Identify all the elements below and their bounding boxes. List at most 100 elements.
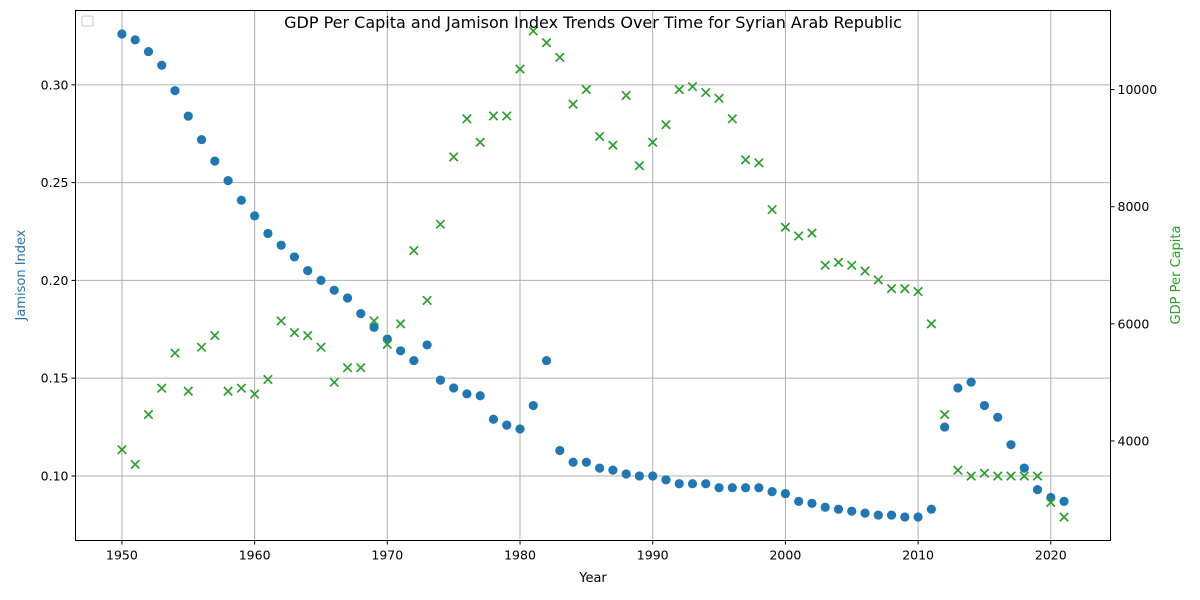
- gdp-per-capita-point: [196, 342, 207, 353]
- jamison-index-point: [395, 346, 406, 356]
- gdp-per-capita-point: [409, 245, 419, 256]
- y-left-tick-label: 0.25: [41, 175, 69, 190]
- gdp-per-capita-point: [435, 219, 446, 230]
- gdp-per-capita-point: [992, 471, 1003, 481]
- gdp-per-capita-point: [395, 319, 406, 329]
- y-right-tick-label: 10000: [1118, 82, 1158, 97]
- jamison-index-point: [488, 414, 499, 424]
- jamison-index-point: [475, 391, 485, 401]
- jamison-index-point: [342, 293, 353, 303]
- gdp-per-capita-point: [289, 327, 300, 338]
- axes-layer: 1950 1960 1970 1980 1990 2000 2010 2020 0.10 0.15…: [41, 10, 1158, 563]
- jamison-index-point: [1059, 496, 1069, 506]
- gdp-per-capita-point: [1019, 471, 1030, 481]
- gdp-per-capita-point: [661, 119, 671, 130]
- jamison-index-point: [289, 252, 300, 262]
- jamison-index-point: [807, 498, 817, 508]
- jamison-index-point: [515, 424, 525, 434]
- jamison-index-point: [316, 275, 326, 285]
- gdp-per-capita-point: [183, 386, 194, 396]
- jamison-index-point: [568, 457, 578, 467]
- gdp-per-capita-point: [767, 204, 777, 215]
- jamison-index-point: [449, 383, 459, 393]
- jamison-index-point: [502, 420, 512, 430]
- gdp-per-capita-point: [846, 260, 857, 271]
- jamison-index-point: [701, 479, 711, 489]
- gdp-per-capita-point: [170, 348, 180, 358]
- y-left-tick-label: 0.30: [41, 77, 69, 92]
- gdp-per-capita-point: [820, 260, 831, 271]
- jamison-index-point: [462, 389, 472, 399]
- jamison-index-point: [369, 322, 379, 332]
- gdp-per-capita-point: [793, 231, 804, 241]
- jamison-index-point: [661, 475, 671, 485]
- gdp-per-capita-point: [873, 275, 884, 285]
- gdp-per-capita-point: [302, 330, 313, 341]
- jamison-index-point: [873, 510, 883, 520]
- x-tick-label: 2010: [902, 548, 934, 563]
- gdp-per-capita-point: [714, 93, 724, 104]
- jamison-index-point: [1032, 485, 1043, 495]
- jamison-index-point: [794, 496, 804, 506]
- jamison-index-point: [913, 512, 923, 522]
- jamison-index-point: [210, 156, 220, 166]
- x-tick-label: 1980: [504, 548, 536, 563]
- jamison-index-point: [780, 488, 791, 499]
- jamison-index-point: [541, 355, 552, 366]
- gdp-per-capita-point: [475, 137, 486, 148]
- jamison-index-point: [236, 195, 246, 205]
- gdp-per-capita-point: [316, 342, 326, 353]
- gdp-per-capita-point: [608, 140, 618, 150]
- gdp-per-capita-point: [541, 37, 552, 48]
- gdp-per-capita-point: [900, 283, 910, 294]
- jamison-index-point: [528, 400, 538, 411]
- gdp-per-capita-point: [210, 330, 220, 341]
- gdp-per-capita-point: [780, 222, 791, 232]
- jamison-index-point: [993, 412, 1003, 422]
- gdp-per-capita-point: [966, 471, 976, 481]
- jamison-index-point: [940, 422, 950, 432]
- gdp-per-capita-point: [953, 465, 963, 476]
- gdp-per-capita-point: [263, 374, 273, 385]
- jamison-index-point: [714, 483, 724, 493]
- gdp-per-capita-point: [926, 319, 937, 329]
- grid-layer: [75, 10, 1111, 541]
- gdp-per-capita-point: [422, 295, 432, 306]
- jamison-index-point: [634, 471, 645, 481]
- jamison-index-point: [130, 35, 140, 45]
- gdp-per-capita-point: [674, 84, 685, 95]
- jamison-index-point: [595, 463, 605, 473]
- gdp-per-capita-point: [448, 152, 459, 162]
- jamison-index-point: [820, 502, 830, 512]
- gdp-per-capita-point: [1045, 497, 1056, 508]
- jamison-index-point: [847, 506, 857, 516]
- gdp-per-capita-point: [1006, 471, 1016, 481]
- gdp-per-capita-point: [886, 283, 897, 294]
- gdp-per-capita-point: [913, 286, 923, 297]
- gdp-per-capita-point: [1059, 512, 1069, 522]
- jamison-index-point: [409, 355, 419, 366]
- jamison-index-point: [263, 228, 273, 239]
- gdp-per-capita-point: [117, 444, 127, 455]
- jamison-index-point: [422, 340, 432, 350]
- x-tick-label: 1950: [106, 548, 138, 563]
- gdp-per-capita-point: [979, 468, 990, 478]
- jamison-index-point: [648, 471, 658, 481]
- gdp-per-capita-point: [223, 386, 233, 396]
- plot-frame: [75, 10, 1111, 541]
- jamison-index-point: [555, 445, 565, 456]
- gdp-per-capita-point: [515, 64, 525, 74]
- jamison-index-point: [435, 375, 446, 385]
- jamison-index-point: [754, 483, 764, 493]
- jamison-index-point: [250, 211, 260, 221]
- jamison-index-point: [727, 483, 737, 493]
- gdp-per-capita-point: [555, 52, 565, 63]
- gdp-per-capita-point: [568, 99, 578, 110]
- y-right-tick-label: 4000: [1118, 433, 1150, 448]
- jamison-index-point: [767, 487, 777, 497]
- gdp-per-capita-point: [156, 383, 167, 394]
- gdp-per-capita-point: [727, 114, 738, 124]
- gdp-per-capita-point: [501, 111, 512, 121]
- gdp-per-capita-point: [860, 266, 870, 276]
